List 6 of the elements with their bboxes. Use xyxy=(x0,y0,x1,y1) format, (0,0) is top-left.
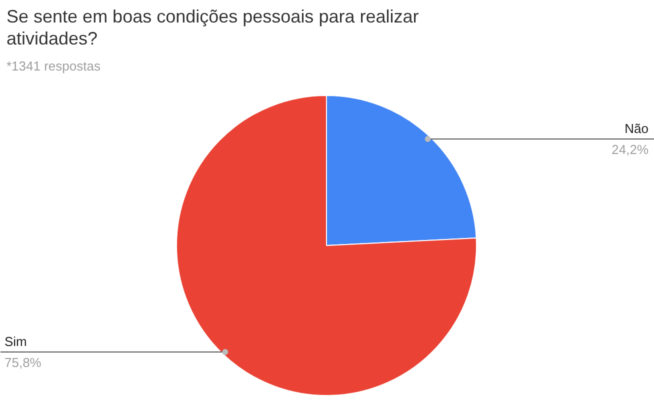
data-label: 75,8% xyxy=(4,355,42,370)
slice-label: Não xyxy=(624,120,649,136)
chart-title: Se sente em boas condições pessoais para realizar atividades? xyxy=(6,6,419,48)
data-label: 24,2% xyxy=(612,142,649,157)
slice-label: Sim xyxy=(4,334,27,350)
text: *1341 respostas xyxy=(6,58,101,74)
